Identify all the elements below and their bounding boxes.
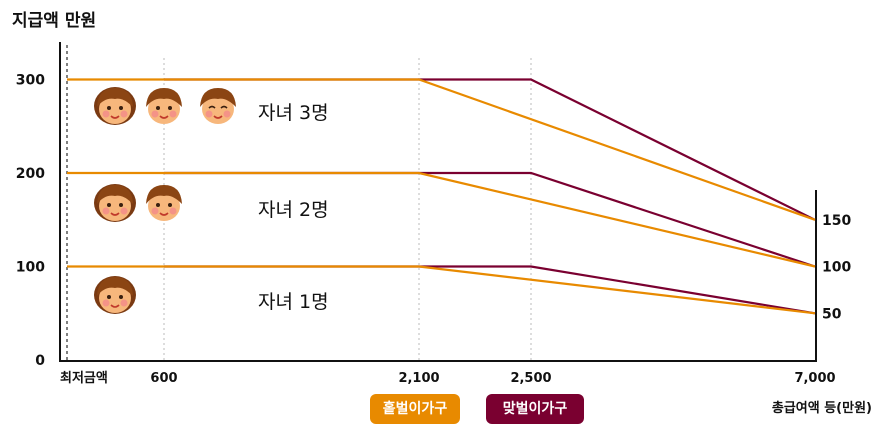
y-tick-left: 200 [16, 166, 45, 182]
y-axis-title: 지급액 만원 [12, 11, 96, 31]
y-tick-right: 100 [822, 260, 851, 276]
single-income-line-2-children [67, 171, 816, 268]
child-face-icon [94, 87, 136, 125]
x-tick-label: 2,100 [398, 371, 439, 386]
child-face-icon [200, 88, 236, 124]
y-tick-left: 0 [35, 353, 45, 369]
x-tick-label: 2,500 [510, 371, 551, 386]
y-tick-left: 300 [16, 73, 45, 89]
y-tick-right: 150 [822, 213, 851, 229]
x-tick-label: 최저금액 [60, 371, 108, 386]
child-face-icon [94, 276, 136, 314]
x-axis-title: 총급여액 등(만원) [772, 400, 872, 416]
x-tick-label: 600 [150, 371, 177, 386]
y-tick-right: 50 [822, 306, 842, 322]
single-income-line-3-children [67, 78, 816, 221]
child-face-icon [146, 88, 182, 124]
group-label: 자녀 3명 [258, 102, 329, 124]
child-face-icon [146, 185, 182, 221]
y-tick-left: 100 [16, 260, 45, 276]
child-face-icon [94, 184, 136, 222]
legend-single-income: 홑벌이가구 [370, 394, 460, 424]
legend-dual-income: 맞벌이가구 [486, 394, 584, 424]
x-tick-label: 7,000 [794, 371, 835, 386]
group-label: 자녀 2명 [258, 199, 329, 221]
single-income-line-1-children [67, 265, 816, 315]
group-label: 자녀 1명 [258, 291, 329, 313]
